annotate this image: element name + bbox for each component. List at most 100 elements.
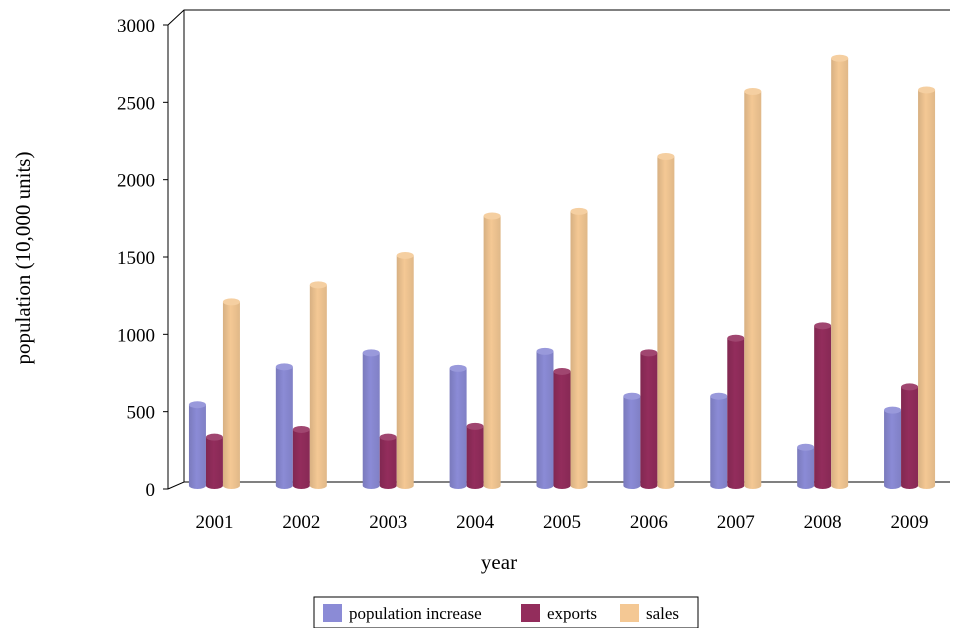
bar — [570, 207, 588, 490]
bar-top — [831, 54, 849, 62]
bar-top — [188, 401, 206, 409]
bar-top — [466, 422, 484, 430]
bar-body — [292, 429, 310, 490]
y-axis-ticks: 0 500 1000 1500 2000 2500 3000 — [117, 16, 168, 501]
bar — [797, 443, 815, 490]
y-tick-label: 1500 — [117, 248, 155, 269]
bar — [553, 367, 571, 490]
bar-body — [727, 338, 745, 490]
bar — [275, 363, 293, 490]
bar-body — [657, 156, 675, 490]
bar-body — [205, 437, 223, 490]
bar — [379, 433, 397, 490]
bar-top — [292, 425, 310, 433]
bar-top — [727, 334, 745, 342]
bar-body — [466, 426, 484, 490]
bar — [727, 334, 745, 490]
legend-item: sales — [620, 604, 679, 623]
bar-body — [362, 352, 380, 490]
y-axis-title: population (10,000 units) — [11, 152, 35, 365]
bar-body — [570, 211, 588, 490]
bar-top — [536, 347, 554, 355]
bar-top — [744, 88, 762, 96]
legend-label: population increase — [349, 604, 482, 623]
x-tick-label: 2004 — [456, 512, 495, 533]
bar — [188, 401, 206, 490]
bar — [884, 406, 902, 490]
y-tick-label: 1000 — [117, 325, 155, 346]
bar-top — [623, 392, 641, 400]
bar-body — [188, 404, 206, 490]
bar — [222, 298, 240, 490]
bar — [205, 433, 223, 490]
bar-top — [449, 364, 467, 372]
bar — [362, 349, 380, 490]
bar-top — [884, 406, 902, 414]
bar-body — [918, 89, 936, 490]
x-tick-label: 2003 — [369, 512, 407, 533]
legend-label: exports — [547, 604, 597, 623]
bar-top — [901, 383, 919, 391]
bar-body — [222, 301, 240, 490]
bar-top — [918, 86, 936, 94]
bar — [483, 212, 501, 490]
bar-top — [396, 251, 414, 259]
legend-swatch — [521, 604, 540, 622]
bar-top — [309, 281, 327, 289]
legend-label: sales — [646, 604, 679, 623]
x-tick-label: 2006 — [630, 512, 668, 533]
bar-body — [483, 216, 501, 490]
bar — [449, 364, 467, 490]
y-tick-label: 3000 — [117, 16, 155, 37]
bar — [396, 251, 414, 490]
x-tick-label: 2002 — [282, 512, 320, 533]
bar-body — [901, 386, 919, 490]
bar — [536, 347, 554, 489]
bar — [292, 425, 310, 490]
bar — [309, 281, 327, 490]
bar-top — [483, 212, 501, 220]
legend-swatch — [323, 604, 342, 622]
bar — [657, 152, 675, 490]
bar — [744, 88, 762, 490]
bar-body — [640, 352, 658, 490]
legend-item: exports — [521, 604, 597, 623]
x-axis-ticks: 2001 2002 2003 2004 2005 2006 2007 2008 2009 — [195, 512, 928, 533]
x-tick-label: 2005 — [543, 512, 581, 533]
bar-body — [710, 396, 728, 490]
x-tick-label: 2007 — [717, 512, 755, 533]
y-tick-label: 500 — [127, 403, 156, 424]
bar-top — [570, 207, 588, 215]
bar — [901, 383, 919, 490]
bar — [918, 86, 936, 490]
x-tick-label: 2001 — [195, 512, 233, 533]
y-tick-label: 2000 — [117, 171, 155, 192]
y-tick-label: 0 — [146, 480, 156, 501]
bar — [710, 392, 728, 490]
bar-body — [553, 371, 571, 490]
bar-body — [884, 410, 902, 490]
bar-top — [640, 349, 658, 357]
bar-top — [205, 433, 223, 441]
floor-edge — [167, 481, 950, 490]
bar-top — [362, 349, 380, 357]
bar-body — [797, 447, 815, 490]
x-tick-label: 2009 — [891, 512, 929, 533]
bars-layer — [188, 54, 936, 490]
x-axis-title: year — [481, 550, 517, 574]
bar — [814, 322, 832, 490]
bar — [466, 422, 484, 490]
bar — [831, 54, 849, 490]
bar-body — [396, 255, 414, 490]
bar — [640, 349, 658, 490]
y-tick-label: 2500 — [117, 93, 155, 114]
bar-top — [379, 433, 397, 441]
bar-body — [275, 366, 293, 490]
legend: population increase exports sales — [313, 596, 699, 628]
bar-body — [814, 325, 832, 490]
bar-top — [710, 392, 728, 400]
legend-swatch — [620, 604, 639, 622]
bar-top — [275, 363, 293, 371]
bar-body — [309, 284, 327, 490]
bar-body — [536, 351, 554, 489]
